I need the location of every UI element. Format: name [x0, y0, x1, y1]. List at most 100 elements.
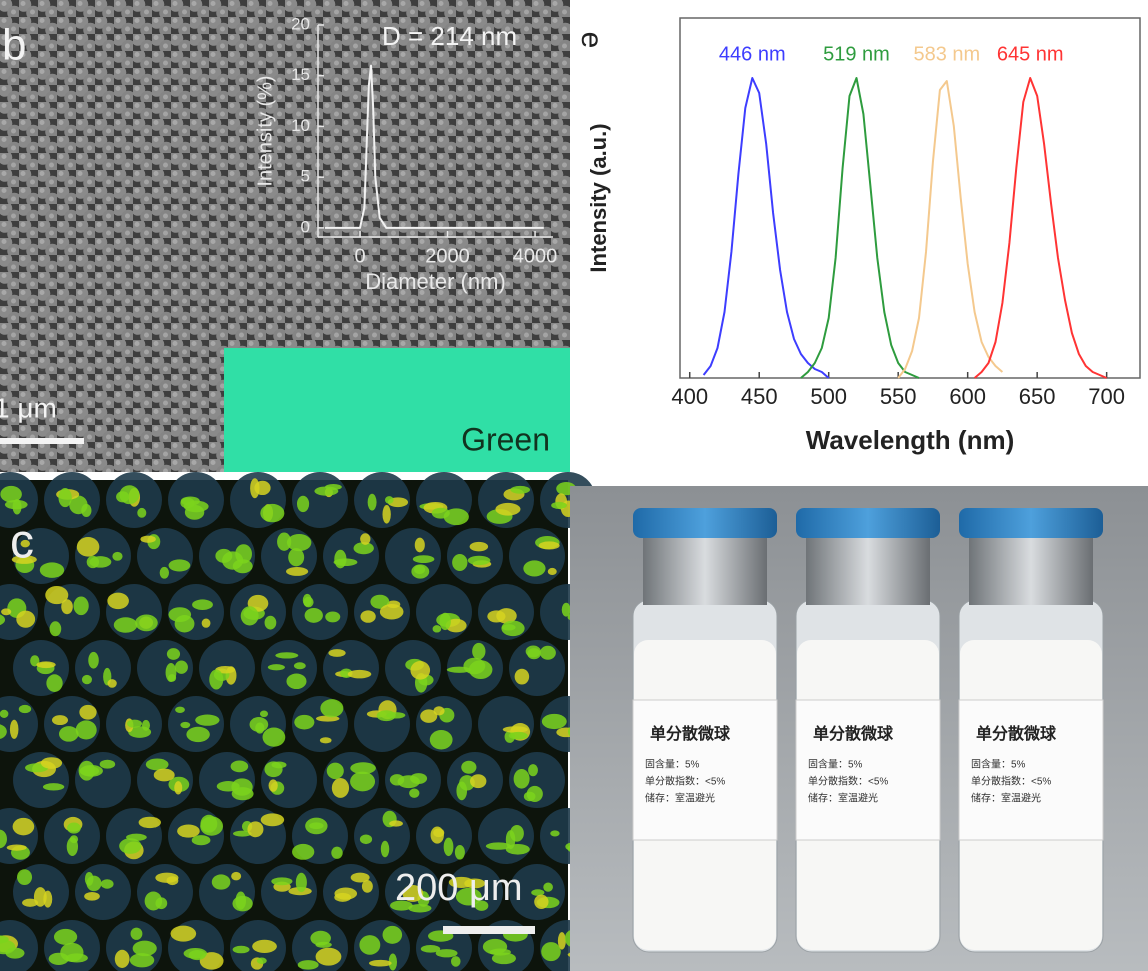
bead-glow — [433, 706, 445, 716]
x-axis-title: Wavelength (nm) — [806, 425, 1014, 455]
product-name: 单分散微球 — [650, 724, 731, 743]
peak-label: 645 nm — [997, 43, 1064, 65]
bead-glow — [107, 679, 117, 688]
bead-glow — [17, 869, 33, 885]
bead-glow — [501, 620, 525, 637]
line — [702, 77, 830, 379]
panel-label: e — [575, 32, 608, 49]
bead-glow — [138, 816, 161, 829]
bead-glow — [315, 941, 332, 948]
bead-glow — [22, 898, 39, 907]
bead-glow — [360, 610, 376, 623]
bead-glow — [116, 491, 130, 503]
bead-glow — [12, 817, 35, 836]
bead-glow — [456, 781, 468, 801]
x-tick-label: 500 — [810, 384, 847, 409]
bead-glow — [454, 844, 465, 860]
bead-glow — [485, 842, 511, 850]
bead — [478, 696, 534, 752]
bead-glow — [235, 544, 252, 564]
bead-glow — [325, 611, 341, 623]
bead-glow — [58, 488, 72, 508]
bead-glow — [359, 834, 373, 845]
bead-glow — [145, 758, 169, 771]
bead-glow — [389, 774, 405, 786]
bead-glow — [320, 699, 344, 718]
bead-glow — [230, 760, 249, 773]
bead-glow — [61, 599, 73, 615]
bead-glow — [88, 651, 99, 669]
bead-glow — [36, 661, 56, 669]
x-tick-label: 550 — [880, 384, 917, 409]
label-line: 固含量：5% — [645, 758, 700, 771]
bead-glow — [0, 485, 22, 503]
color-swatch — [224, 348, 570, 472]
bead-glow — [482, 938, 508, 955]
label-line: 固含量：5% — [971, 758, 1026, 771]
bead-glow — [40, 757, 63, 769]
bead-glow — [84, 871, 94, 886]
bead-glow — [155, 897, 168, 910]
bead-glow — [288, 548, 305, 567]
panel-c: c 200 μm — [0, 472, 627, 971]
swatch-label: Green — [461, 421, 550, 457]
bead-glow — [240, 606, 259, 626]
bead-glow — [502, 726, 528, 733]
bead-glow — [231, 778, 253, 796]
bead-glow — [166, 648, 181, 660]
bead-glow — [505, 844, 530, 855]
line — [897, 80, 1004, 379]
bead-glow — [129, 953, 155, 968]
bead-glow — [112, 551, 123, 561]
bead-glow — [159, 566, 170, 579]
bead-glow — [153, 768, 175, 782]
bead-glow — [170, 925, 197, 942]
y-tick-label: 10 — [291, 116, 310, 135]
bead — [106, 584, 162, 640]
plot-frame — [679, 17, 1141, 379]
bead-glow — [443, 837, 454, 857]
bead-glow — [331, 778, 350, 798]
bead-glow — [334, 887, 358, 900]
bead-glow — [487, 610, 506, 623]
bead-glow — [127, 719, 142, 728]
bead-glow — [350, 771, 376, 792]
bead-glow — [256, 957, 267, 965]
bead-glow — [0, 724, 7, 739]
bead-glow — [295, 872, 307, 893]
neck — [643, 535, 767, 605]
bead-glow — [455, 887, 482, 906]
bead-glow — [262, 727, 286, 747]
bead-glow — [432, 625, 442, 633]
bead-glow — [39, 562, 65, 578]
bead-glow — [46, 674, 63, 692]
bead-glow — [388, 953, 398, 971]
bead-glow — [42, 783, 65, 791]
bead-glow — [16, 610, 36, 628]
product-name: 单分散微球 — [813, 724, 894, 743]
bead-glow — [467, 555, 491, 566]
bead-glow — [420, 709, 438, 723]
x-tick-label: 600 — [949, 384, 986, 409]
bead-glow — [199, 952, 224, 970]
bead-glow — [350, 872, 370, 883]
bead-glow — [0, 935, 9, 944]
bead-glow — [523, 560, 546, 577]
bead-glow — [508, 731, 528, 740]
bead-glow — [174, 660, 188, 674]
bead-glow — [531, 889, 545, 896]
bead-glow — [140, 535, 156, 543]
bead-glow — [435, 949, 458, 958]
bead-glow — [439, 612, 451, 631]
bead — [354, 472, 410, 528]
bead-glow — [168, 607, 192, 623]
bead-glow — [69, 495, 88, 515]
bead-glow — [192, 599, 213, 610]
bead-glow — [79, 704, 97, 720]
x-tick-label: 400 — [671, 384, 708, 409]
product-name: 单分散微球 — [976, 724, 1057, 743]
bead-glow — [168, 559, 191, 572]
bead-glow — [464, 878, 486, 889]
line — [325, 64, 544, 229]
